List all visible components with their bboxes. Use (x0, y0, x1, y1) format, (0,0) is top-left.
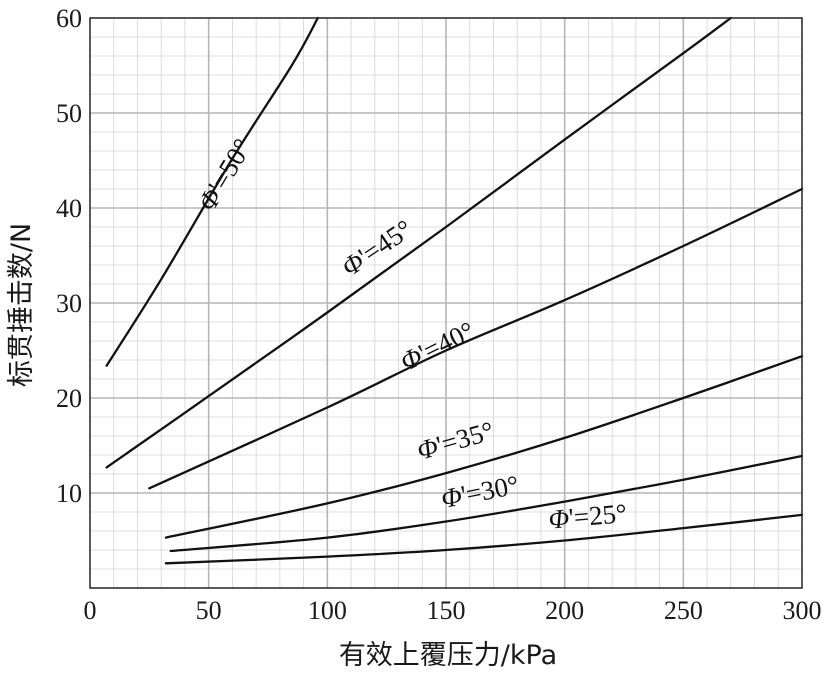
curve-label-5: Φ'=30° (439, 470, 522, 514)
curve-label-value: '=30° (459, 470, 522, 510)
plot-frame (89, 17, 803, 589)
y-axis-title: 标贯捶击数/N (6, 223, 37, 387)
x-tick-label: 100 (308, 596, 347, 625)
series-line-4 (164, 355, 804, 539)
curve-label-1: Φ'=50° (192, 134, 258, 217)
series-line-5 (169, 454, 804, 553)
x-axis-title: 有效上覆压力/kPa (339, 640, 557, 671)
x-tick-label: 200 (545, 596, 584, 625)
curve-label-6: Φ'=25° (547, 498, 628, 535)
curve-label-value: '=35° (433, 415, 497, 460)
curve-label-3: Φ'=40° (395, 316, 479, 377)
series-lines (105, 16, 804, 565)
y-tick-label: 60 (56, 4, 82, 33)
y-tick-label: 10 (56, 479, 82, 508)
curve-label-4: Φ'=35° (414, 415, 498, 465)
series-line-1 (105, 16, 319, 367)
y-tick-label: 50 (56, 99, 82, 128)
x-tick-label: 250 (664, 596, 703, 625)
x-tick-label: 50 (196, 596, 222, 625)
phi-symbol: Φ (547, 503, 570, 535)
curve-labels: Φ'=50°Φ'=45°Φ'=40°Φ'=35°Φ'=30°Φ'=25° (192, 134, 628, 535)
series-line-6 (164, 513, 804, 565)
x-tick-label: 150 (427, 596, 466, 625)
tick-labels: 0 50 100 150 200 250 300 10 20 30 40 50 60 (56, 4, 822, 625)
curve-label-2: Φ'=45° (336, 214, 418, 283)
x-tick-label: 0 (84, 596, 97, 625)
y-tick-label: 20 (56, 384, 82, 413)
x-tick-label: 300 (783, 596, 822, 625)
series-line-2 (105, 16, 732, 469)
y-tick-label: 40 (56, 194, 82, 223)
series-line-3 (148, 187, 804, 490)
curve-label-value: '=25° (568, 498, 628, 533)
y-tick-label: 30 (56, 289, 82, 318)
